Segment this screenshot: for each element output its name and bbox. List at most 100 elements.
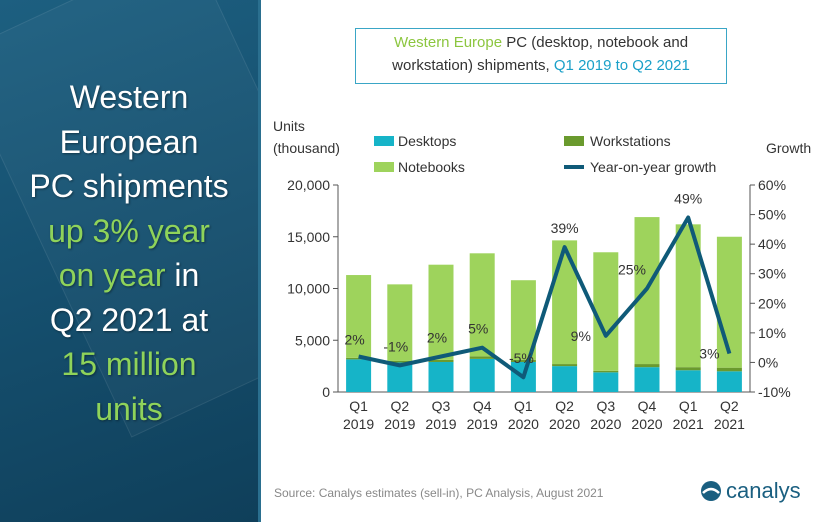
- x-tick-label: 2020: [631, 416, 662, 432]
- y-tick-label: 20,000: [287, 177, 330, 193]
- x-tick-label: 2019: [467, 416, 498, 432]
- headline-line: PC shipments: [29, 168, 229, 204]
- x-tick-label: Q1: [349, 398, 368, 414]
- title-text: workstation) shipments,: [392, 57, 554, 74]
- headline-highlight: units: [95, 390, 163, 427]
- y2-tick-label: 20%: [758, 295, 786, 311]
- bar-notebooks: [387, 284, 413, 361]
- x-tick-label: 2019: [343, 416, 374, 432]
- bar-workstations: [675, 367, 701, 371]
- headline-line: Q2 2021 at: [49, 301, 209, 338]
- y2-tick-label: 60%: [758, 177, 786, 193]
- legend-label: Desktops: [398, 133, 456, 149]
- y-tick-label: 0: [322, 384, 330, 400]
- growth-data-label: 2%: [427, 330, 447, 346]
- bar-desktops: [428, 361, 454, 392]
- headline-highlight: up 3% year: [48, 212, 210, 249]
- bar-workstations: [634, 364, 660, 368]
- bar-notebooks: [346, 275, 372, 358]
- canalys-logo: canalys: [700, 478, 801, 504]
- logo-text: canalys: [726, 478, 801, 503]
- growth-data-label: -5%: [509, 350, 534, 366]
- x-tick-label: Q2: [720, 398, 739, 414]
- x-tick-label: Q2: [390, 398, 409, 414]
- y-axis-label: (thousand): [273, 140, 340, 156]
- legend-label: Year-on-year growth: [590, 159, 716, 175]
- x-tick-label: Q1: [679, 398, 698, 414]
- y2-tick-label: 30%: [758, 266, 786, 282]
- growth-data-label: 5%: [468, 321, 488, 337]
- bar-notebooks: [593, 252, 619, 371]
- canalys-logo-icon: [701, 481, 721, 501]
- growth-data-label: 49%: [674, 191, 702, 207]
- bar-workstations: [469, 356, 495, 359]
- headline-line: European: [59, 123, 199, 160]
- legend-swatch-workstations: [564, 136, 584, 146]
- bar-workstations: [428, 359, 454, 362]
- x-tick-label: Q3: [432, 398, 451, 414]
- legend-label: Workstations: [590, 133, 671, 149]
- x-tick-label: Q1: [514, 398, 533, 414]
- x-tick-label: Q4: [473, 398, 492, 414]
- headline-highlight: 15 million: [61, 346, 197, 382]
- y2-tick-label: 40%: [758, 236, 786, 252]
- headline-text: in: [165, 257, 200, 293]
- bar-desktops: [675, 370, 701, 392]
- title-region: Western Europe: [393, 34, 503, 51]
- bar-desktops: [634, 367, 660, 392]
- title-text: PC (desktop, notebook and: [502, 34, 689, 51]
- bar-notebooks: [469, 253, 495, 357]
- x-tick-label: 2021: [673, 416, 704, 432]
- x-tick-label: Q4: [638, 398, 657, 414]
- bar-notebooks: [552, 240, 578, 365]
- bar-workstations: [593, 370, 619, 373]
- bar-desktops: [593, 372, 619, 392]
- x-tick-label: 2019: [384, 416, 415, 432]
- y2-axis-label: Growth: [766, 140, 811, 156]
- bar-desktops: [716, 371, 742, 392]
- growth-data-label: -1%: [383, 338, 408, 354]
- growth-data-label: 3%: [699, 346, 719, 362]
- bar-workstations: [346, 357, 372, 360]
- y2-tick-label: 10%: [758, 325, 786, 341]
- headline: Western European PC shipments up 3% year…: [0, 75, 258, 431]
- legend-label: Notebooks: [398, 159, 465, 175]
- title-period: Q1 2019 to Q2 2021: [553, 57, 690, 74]
- headline-highlight: on year: [58, 257, 166, 293]
- growth-line: [358, 215, 732, 380]
- bar-notebooks: [716, 236, 742, 368]
- bar-desktops: [469, 358, 495, 392]
- y2-tick-label: 50%: [758, 207, 786, 223]
- headline-line: on year in: [0, 253, 258, 298]
- legend-swatch-notebooks: [374, 162, 394, 172]
- growth-data-label: 25%: [618, 262, 646, 278]
- legend-swatch-desktops: [374, 136, 394, 146]
- bar-notebooks: [428, 264, 454, 360]
- bar-workstations: [510, 359, 536, 362]
- x-tick-label: 2020: [590, 416, 621, 432]
- bar-workstations: [552, 364, 578, 367]
- y-tick-label: 10,000: [287, 281, 330, 297]
- growth-data-label: 39%: [551, 220, 579, 236]
- bar-desktops: [387, 362, 413, 392]
- growth-data-label: 9%: [571, 328, 591, 344]
- x-tick-label: 2019: [425, 416, 456, 432]
- y2-tick-label: 0%: [758, 354, 778, 370]
- bar-workstations: [387, 360, 413, 363]
- x-tick-label: Q2: [555, 398, 574, 414]
- y-axis-label: Units: [273, 118, 305, 134]
- x-tick-label: 2020: [508, 416, 539, 432]
- source-note: Source: Canalys estimates (sell-in), PC …: [274, 486, 604, 500]
- headline-line: Western: [69, 79, 189, 115]
- chart-title: Western Europe PC (desktop, notebook and…: [355, 28, 727, 84]
- x-tick-label: Q3: [596, 398, 615, 414]
- legend: Desktops Workstations Notebooks Year-on-…: [374, 133, 716, 175]
- y2-tick-label: -10%: [758, 384, 791, 400]
- y-tick-label: 15,000: [287, 229, 330, 245]
- bar-workstations: [716, 367, 742, 372]
- bar-desktops: [552, 366, 578, 392]
- x-tick-label: 2021: [714, 416, 745, 432]
- x-tick-label: 2020: [549, 416, 580, 432]
- headline-panel: Western European PC shipments up 3% year…: [0, 0, 258, 522]
